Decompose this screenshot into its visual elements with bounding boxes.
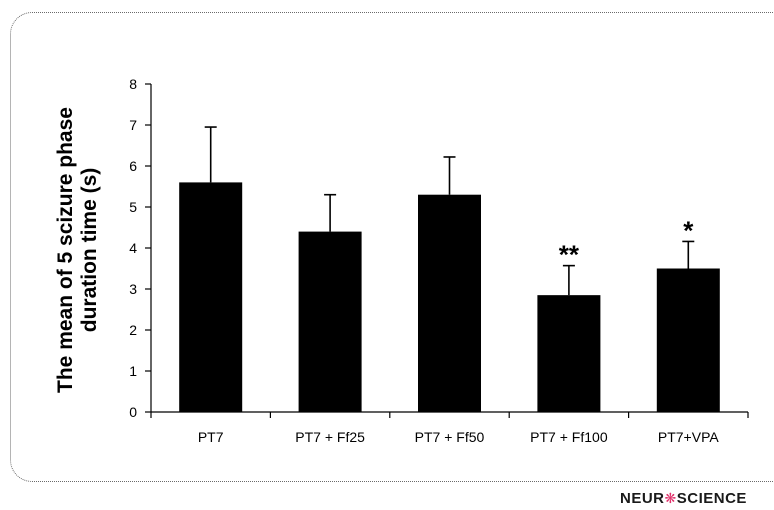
neuroscience-logo: NEUR❋SCIENCE	[620, 490, 747, 507]
y-tick-label: 4	[129, 240, 137, 256]
x-tick-label: PT7 + Ff50	[415, 429, 485, 445]
y-tick-label: 7	[129, 117, 137, 133]
y-axis-label-line-1: The mean of 5 scizure phase	[54, 107, 77, 393]
bar	[298, 231, 362, 412]
bars: ***	[179, 126, 720, 412]
y-axis-label: The mean of 5 scizure phase duration tim…	[54, 107, 101, 393]
neuron-icon: ❋	[664, 490, 677, 506]
y-tick-label: 8	[129, 76, 137, 92]
x-tick-labels: PT7 PT7 + Ff25 PT7 + Ff50 PT7 + Ff100 PT7+VP…	[198, 429, 720, 445]
x-tick-label: PT7 + Ff25	[295, 429, 365, 445]
bar	[656, 268, 720, 412]
x-tick-label: PT7+VPA	[658, 429, 719, 445]
significance-marker: *	[683, 215, 694, 245]
y-tick-label: 6	[129, 158, 137, 174]
significance-marker: **	[559, 240, 580, 270]
bar	[418, 194, 481, 412]
x-tick-label: PT7	[198, 429, 224, 445]
logo-text-right: SCIENCE	[676, 490, 747, 507]
y-tick-label: 5	[129, 199, 137, 215]
bar	[537, 295, 601, 412]
y-tick-label: 3	[129, 281, 137, 297]
y-axis-label-line-2: duration time (s)	[78, 168, 101, 333]
y-tick-label: 0	[129, 404, 137, 420]
y-tick-label: 1	[129, 363, 137, 379]
bar	[179, 182, 243, 412]
chart-frame	[10, 12, 774, 482]
x-tick-label: PT7 + Ff100	[530, 429, 608, 445]
y-tick-label: 2	[129, 322, 137, 338]
logo-text-left: NEUR	[620, 490, 665, 507]
